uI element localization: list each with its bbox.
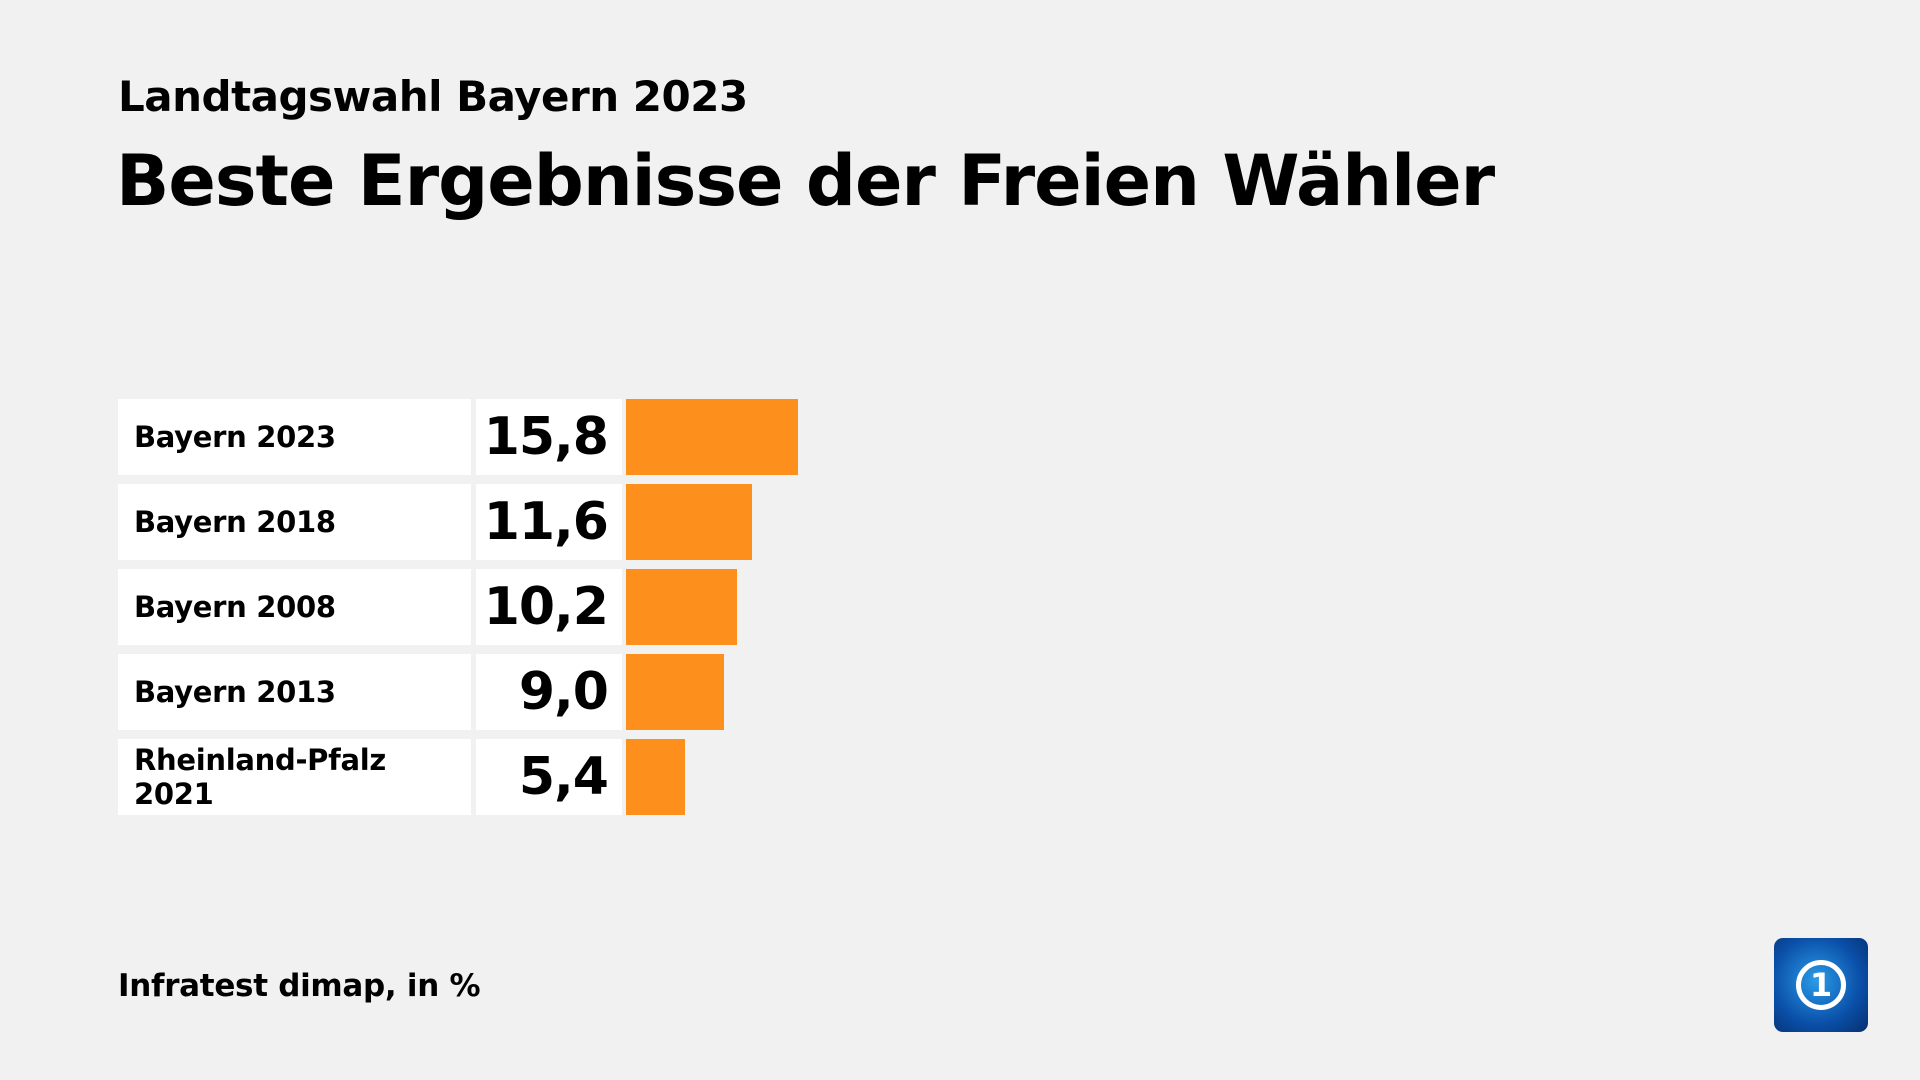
value-label: 9,0 — [476, 654, 622, 730]
category-label: Bayern 2018 — [118, 484, 471, 560]
value-label: 15,8 — [476, 399, 622, 475]
value-label: 11,6 — [476, 484, 622, 560]
category-label: Rheinland-Pfalz 2021 — [118, 739, 471, 815]
category-label: Bayern 2008 — [118, 569, 471, 645]
category-label: Bayern 2013 — [118, 654, 471, 730]
chart-title: Beste Ergebnisse der Freien Wähler — [116, 140, 1495, 222]
bar — [626, 569, 738, 645]
chart-subtitle: Landtagswahl Bayern 2023 — [118, 72, 748, 121]
source-note: Infratest dimap, in % — [118, 968, 481, 1004]
bar — [626, 399, 799, 475]
logo-one: 1 — [1796, 960, 1846, 1010]
bar — [626, 484, 753, 560]
category-label: Bayern 2023 — [118, 399, 471, 475]
ard-logo-icon: 1 — [1774, 938, 1868, 1032]
value-label: 10,2 — [476, 569, 622, 645]
bar — [626, 654, 725, 730]
value-label: 5,4 — [476, 739, 622, 815]
bar — [626, 739, 685, 815]
